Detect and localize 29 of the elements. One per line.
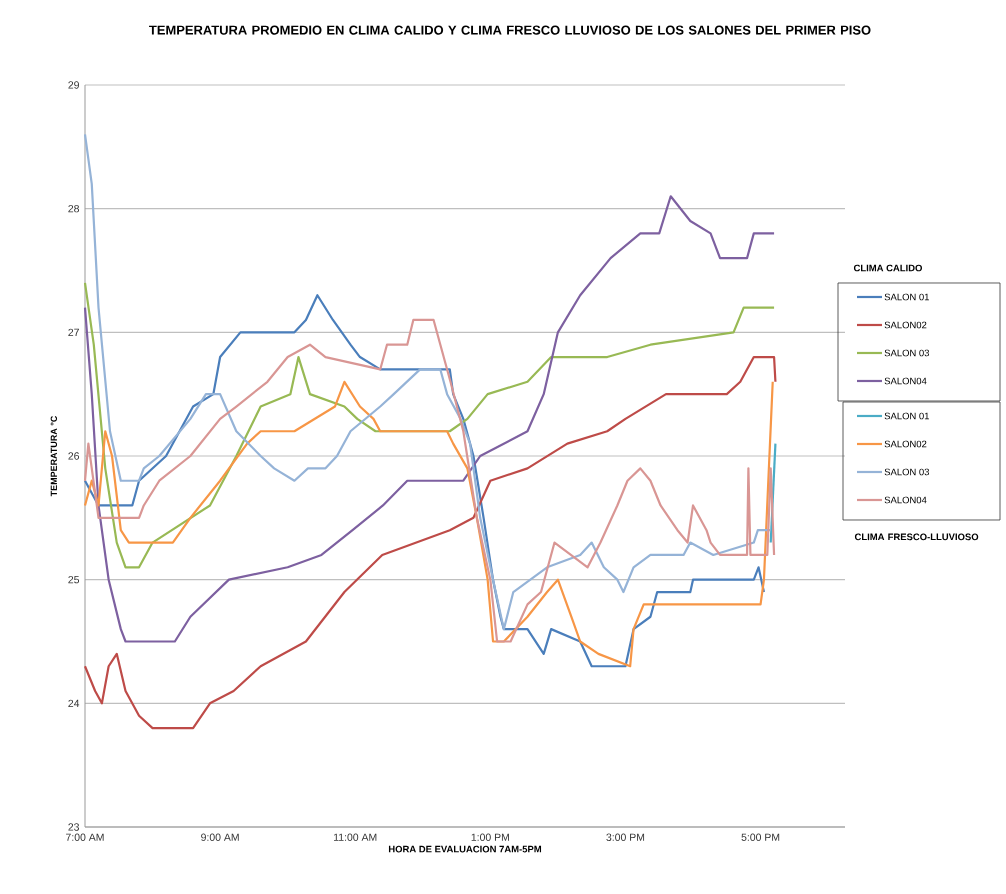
y-tick-label: 29 (68, 81, 79, 89)
x-tick-label: 7:00 AM (66, 833, 104, 841)
legend-label: SALON 01 (884, 412, 929, 420)
y-tick-label: 28 (68, 204, 80, 213)
text: CLIMA FRESCO-LLUVIOSO (854, 533, 979, 541)
x-tick-label: 5:00 PM (741, 833, 780, 841)
line-series (83, 281, 776, 569)
legend-label: SALON04 (884, 377, 927, 385)
x-axis-title: HORA DE EVALUACION 7AM-5PM (388, 845, 542, 853)
legend-label: SALON04 (884, 496, 927, 504)
x-tick-label: 9:00 AM (201, 833, 239, 841)
y-tick-label: 26 (68, 452, 80, 460)
legend-label: SALON 03 (884, 468, 930, 476)
y-tick-label: 23 (68, 823, 80, 831)
y-tick-label: 27 (68, 328, 79, 336)
chart-title: TEMPERATURA PROMEDIO EN CLIMA CALIDO Y CLIMA FRESCO LLUVIOSO DE LOS SALONES DEL PRIMER PISO (149, 25, 871, 35)
y-axis-title: TEMPERATURA °C (50, 415, 58, 497)
legend-label: SALON02 (884, 321, 927, 329)
x-tick-label: 11:00 AM (334, 833, 377, 841)
legend-title: CLIMA CALIDO (853, 264, 922, 272)
x-tick-label: 1:00 PM (471, 833, 509, 841)
legend-label: SALON02 (884, 440, 927, 448)
legend-label: SALON 03 (884, 349, 930, 357)
line-series (83, 380, 774, 668)
legend-label: SALON 01 (884, 293, 929, 301)
y-tick-label: 24 (68, 699, 80, 707)
y-tick-label: 25 (68, 575, 80, 584)
x-tick-label: 3:00 PM (606, 833, 645, 841)
line-series (83, 355, 777, 730)
